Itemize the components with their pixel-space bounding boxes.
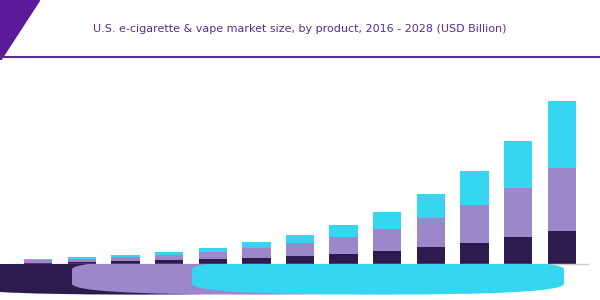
Bar	[548, 168, 576, 231]
Bar	[111, 257, 140, 261]
Bar	[504, 141, 532, 188]
Bar	[417, 194, 445, 218]
Bar	[504, 188, 532, 237]
Bar	[199, 260, 227, 264]
Bar	[460, 205, 489, 243]
Bar	[373, 251, 401, 264]
Bar	[329, 254, 358, 264]
Bar	[199, 248, 227, 252]
Bar	[460, 171, 489, 205]
FancyBboxPatch shape	[192, 259, 564, 295]
Bar	[286, 235, 314, 244]
Text: U.S. e-cigarette & vape market size, by product, 2016 - 2028 (USD Billion): U.S. e-cigarette & vape market size, by …	[93, 24, 507, 34]
Bar	[242, 242, 271, 248]
Bar	[373, 212, 401, 229]
Bar	[286, 244, 314, 256]
Bar	[286, 256, 314, 264]
Bar	[504, 237, 532, 264]
Bar	[417, 218, 445, 247]
Bar	[68, 262, 96, 264]
Bar	[68, 257, 96, 259]
Bar	[111, 261, 140, 264]
Bar	[329, 225, 358, 237]
Bar	[417, 247, 445, 264]
Bar	[155, 255, 183, 260]
FancyBboxPatch shape	[72, 259, 444, 295]
Bar	[548, 101, 576, 168]
Bar	[329, 237, 358, 254]
Bar	[199, 252, 227, 260]
Bar	[68, 259, 96, 262]
Bar	[548, 231, 576, 264]
Bar	[111, 255, 140, 257]
Bar	[460, 243, 489, 264]
Bar	[242, 258, 271, 264]
Bar	[24, 262, 52, 264]
Polygon shape	[0, 0, 39, 60]
Bar	[155, 260, 183, 264]
Bar	[242, 248, 271, 258]
Bar	[373, 229, 401, 251]
Bar	[155, 252, 183, 255]
FancyBboxPatch shape	[0, 259, 324, 295]
Bar	[24, 260, 52, 262]
